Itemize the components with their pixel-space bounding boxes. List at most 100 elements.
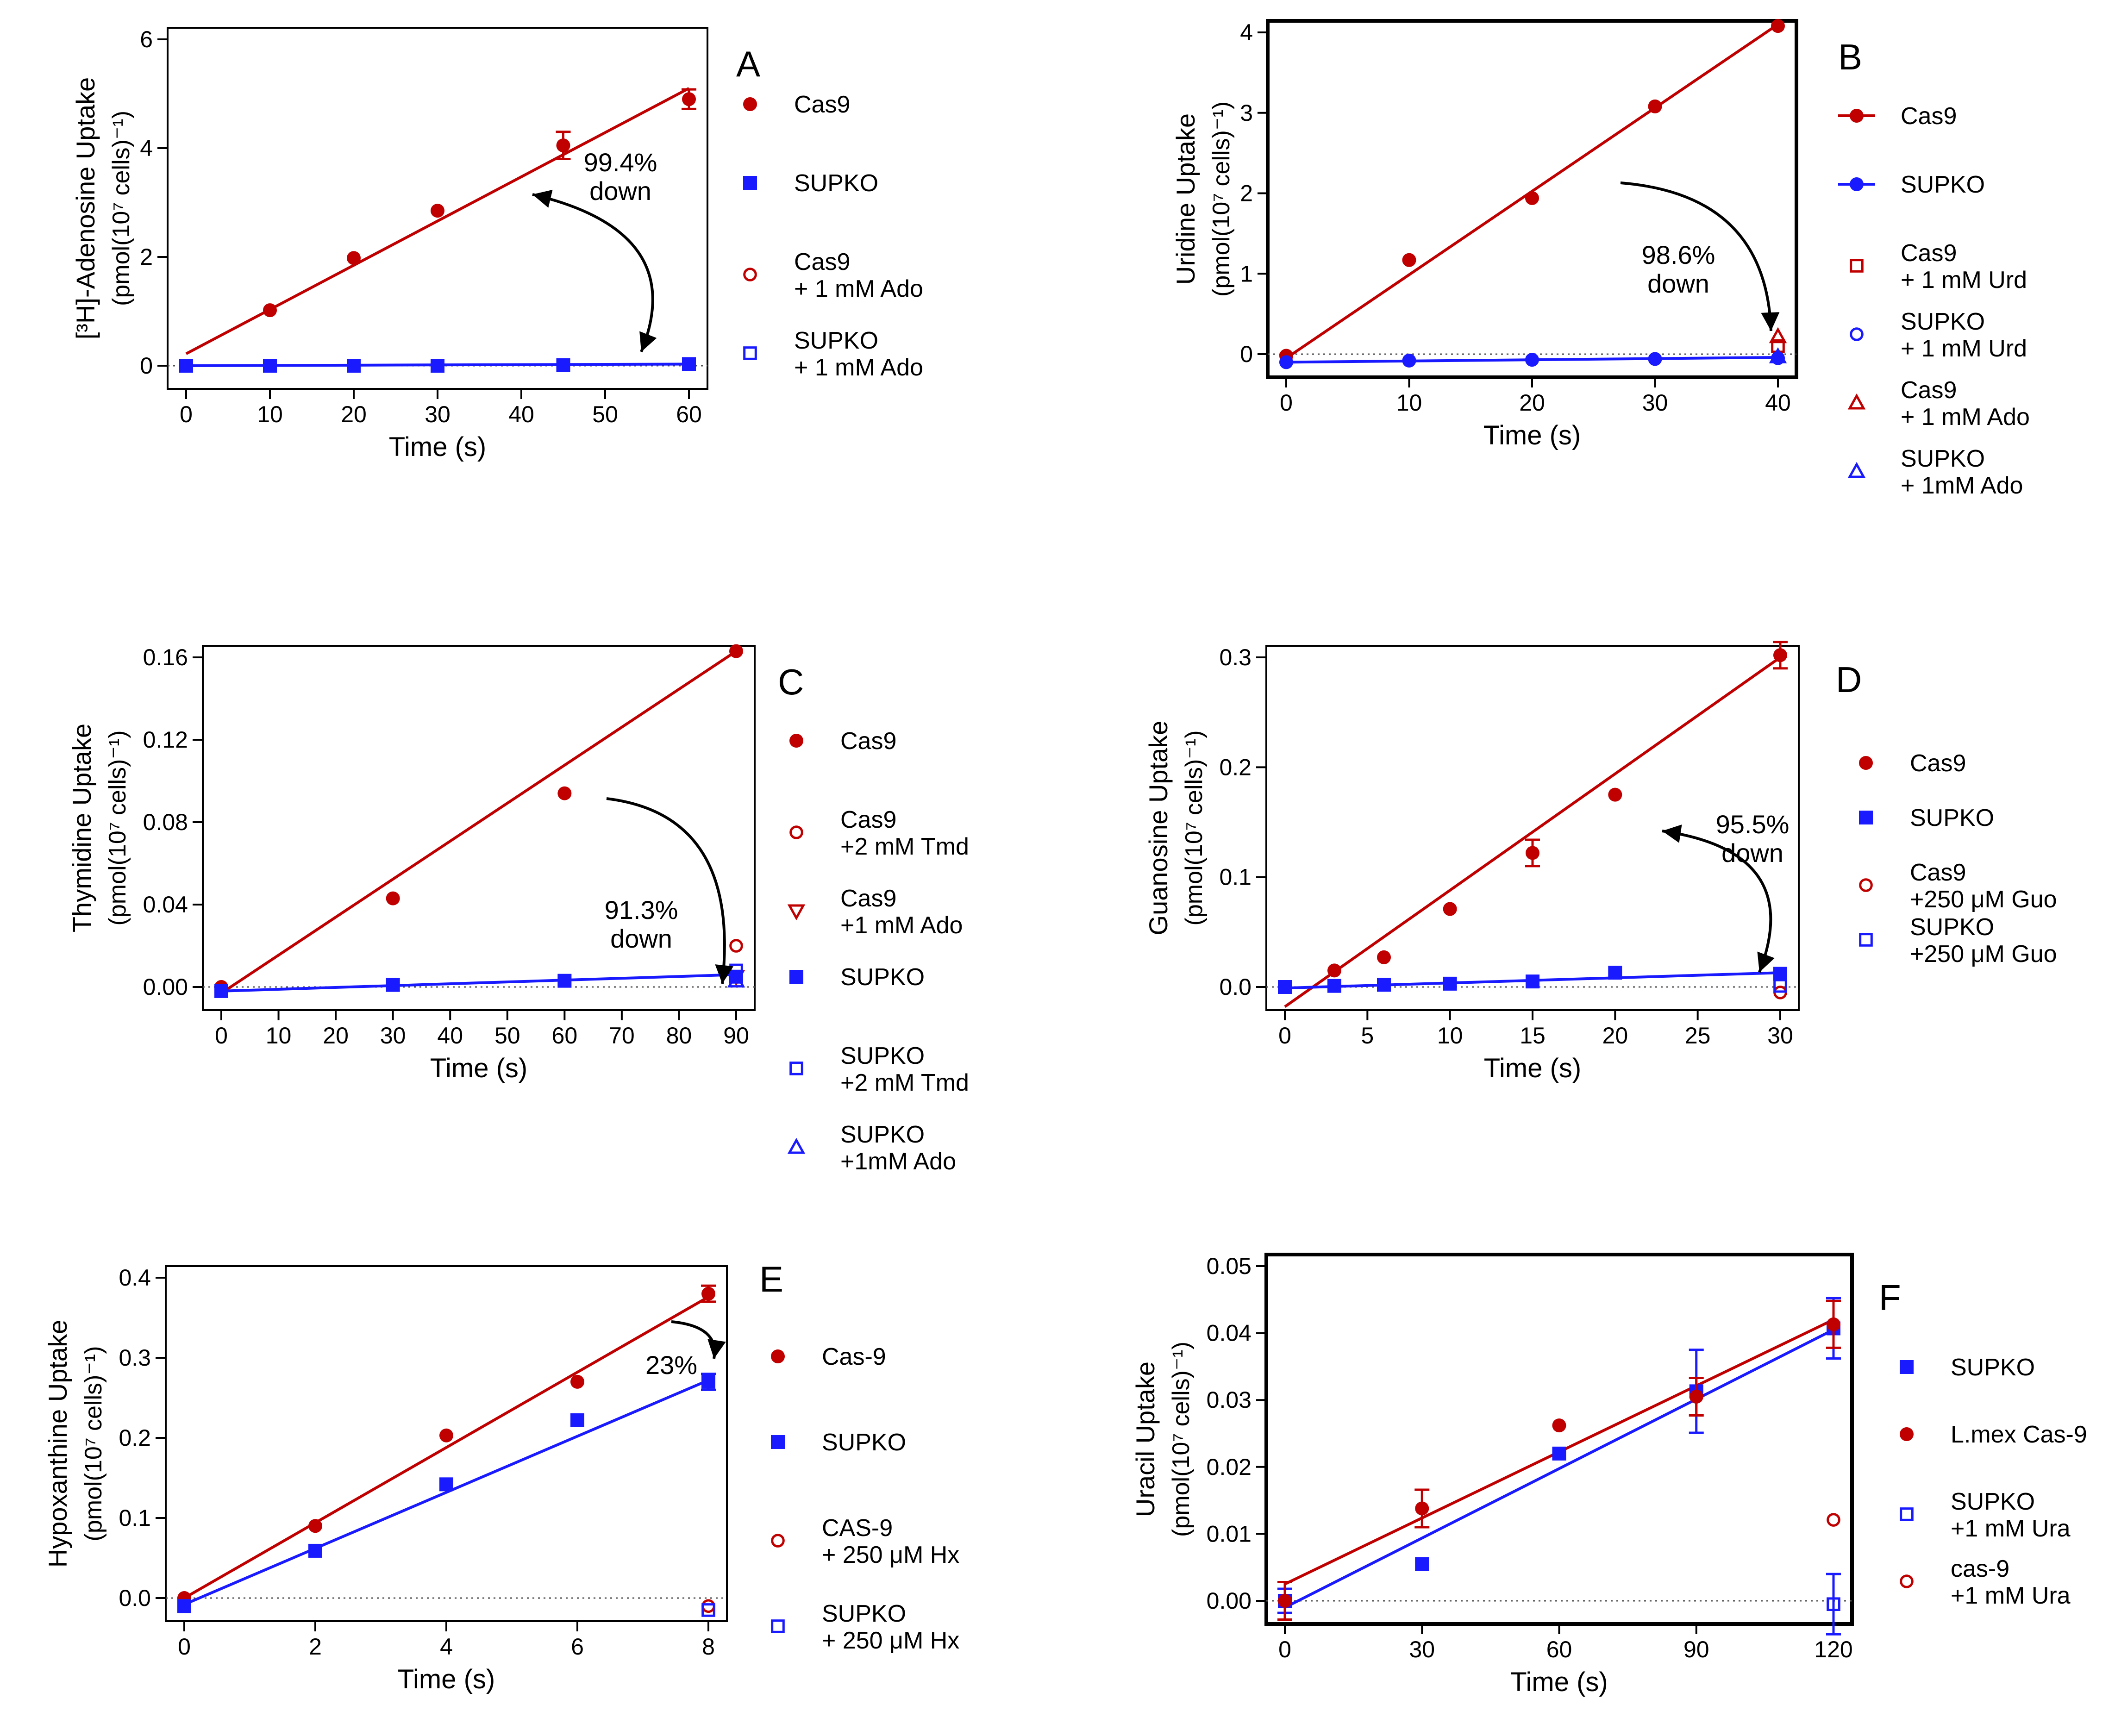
data-point bbox=[1648, 352, 1662, 366]
plot-frame bbox=[165, 1265, 728, 1622]
data-point bbox=[1608, 966, 1622, 980]
data-point bbox=[1769, 327, 1787, 343]
data-point bbox=[682, 357, 696, 371]
data-point bbox=[1402, 253, 1416, 267]
legend-label: + 1mM Ado bbox=[1901, 472, 2023, 499]
data-point bbox=[570, 1374, 584, 1389]
x-tick-label: 0 bbox=[1278, 1636, 1291, 1662]
data-point bbox=[1827, 1317, 1840, 1331]
legend-label: SUPKO bbox=[1901, 171, 1985, 198]
data-point bbox=[1552, 1418, 1566, 1433]
fit-line bbox=[183, 1295, 709, 1599]
fit-line bbox=[221, 973, 737, 993]
x-tick-label: 80 bbox=[666, 1023, 692, 1049]
annotation-arrow bbox=[532, 193, 654, 353]
x-tick-label: 20 bbox=[323, 1023, 349, 1049]
data-point bbox=[1443, 902, 1457, 916]
chart-panel-f: 0 30 60 90 120 0.00 0.01 0.02 0.03 0.04 0.05 Time (… bbox=[1131, 1253, 2087, 1697]
y-tick-label: 0.04 bbox=[1207, 1320, 1251, 1346]
x-tick-label: 6 bbox=[571, 1634, 584, 1660]
y-tick-label: 4 bbox=[140, 135, 153, 161]
data-point bbox=[1773, 979, 1787, 993]
data-point bbox=[1526, 974, 1539, 989]
y-tick-label: 0.0 bbox=[1219, 974, 1251, 1000]
y-tick-label: 4 bbox=[1240, 19, 1253, 45]
legend-marker bbox=[743, 97, 757, 111]
y-tick-label: 0.05 bbox=[1207, 1253, 1251, 1279]
legend-marker bbox=[1850, 327, 1864, 341]
data-point bbox=[179, 359, 193, 373]
legend-marker bbox=[787, 1137, 806, 1154]
legend-label: CAS-9 bbox=[822, 1515, 893, 1542]
data-point bbox=[263, 303, 277, 318]
legend-marker bbox=[771, 1349, 785, 1363]
data-point bbox=[1279, 355, 1293, 369]
y-tick-label: 1 bbox=[1240, 261, 1253, 287]
legend-label: Cas9 bbox=[1910, 750, 1966, 777]
data-point bbox=[1608, 787, 1622, 802]
legend-label: +1 mM Ura bbox=[1951, 1515, 2071, 1542]
data-point bbox=[1443, 976, 1457, 991]
annotation-text: 95.5% bbox=[1716, 810, 1790, 839]
x-tick-label: 2 bbox=[309, 1634, 322, 1660]
data-point bbox=[1648, 99, 1662, 113]
x-tick-label: 90 bbox=[1683, 1636, 1709, 1662]
data-point bbox=[556, 358, 570, 372]
legend-marker bbox=[771, 1619, 785, 1633]
y-tick-label: 0.03 bbox=[1207, 1387, 1251, 1413]
data-point bbox=[1327, 963, 1341, 978]
x-axis-label: Time (s) bbox=[1484, 1053, 1581, 1083]
x-tick-label: 15 bbox=[1520, 1023, 1546, 1049]
legend-label: cas-9 bbox=[1951, 1555, 2009, 1582]
x-tick-label: 60 bbox=[552, 1023, 578, 1049]
x-tick-label: 0 bbox=[178, 1634, 191, 1660]
x-tick-label: 120 bbox=[1814, 1636, 1852, 1662]
data-point bbox=[1278, 1594, 1292, 1608]
y-tick-label: 0.01 bbox=[1207, 1521, 1251, 1547]
y-tick-label: 6 bbox=[140, 26, 153, 52]
y-tick-label: 0.2 bbox=[119, 1425, 151, 1451]
y-axis-label-units: (pmol(10⁷ cells)⁻¹) bbox=[1168, 1342, 1195, 1537]
y-tick-label: 3 bbox=[1240, 100, 1253, 126]
legend-marker bbox=[787, 904, 806, 921]
x-axis-label: Time (s) bbox=[1483, 420, 1581, 450]
legend-label: Cas9 bbox=[794, 249, 850, 275]
y-tick-label: 0.3 bbox=[1219, 644, 1251, 670]
x-tick-label: 10 bbox=[257, 401, 283, 427]
legend-marker bbox=[789, 734, 803, 748]
panel-label: A bbox=[736, 44, 760, 84]
data-point bbox=[701, 1374, 715, 1389]
arrow-head bbox=[715, 964, 734, 984]
legend-marker bbox=[1900, 1427, 1914, 1441]
y-tick-label: 0.00 bbox=[1207, 1588, 1251, 1614]
annotation-text: down bbox=[610, 924, 672, 953]
data-point bbox=[347, 251, 361, 265]
x-axis-label: Time (s) bbox=[430, 1053, 527, 1083]
legend-label: Cas9 bbox=[1901, 103, 1957, 130]
x-tick-label: 0 bbox=[1280, 390, 1293, 416]
legend-label: SUPKO bbox=[1901, 445, 1985, 472]
x-tick-label: 60 bbox=[676, 401, 702, 427]
x-tick-label: 40 bbox=[508, 401, 534, 427]
panel-label: C bbox=[778, 662, 804, 702]
x-tick-label: 50 bbox=[592, 401, 618, 427]
data-point bbox=[1827, 1597, 1840, 1611]
legend-label: Cas9 bbox=[794, 91, 850, 118]
annotation-text: 91.3% bbox=[605, 895, 678, 924]
data-point bbox=[1415, 1501, 1429, 1516]
x-tick-label: 40 bbox=[437, 1023, 463, 1049]
data-point bbox=[386, 978, 400, 992]
data-point bbox=[701, 1286, 715, 1301]
x-tick-label: 30 bbox=[1409, 1636, 1435, 1662]
legend-label: SUPKO bbox=[1901, 308, 1985, 335]
x-tick-label: 0 bbox=[180, 401, 193, 427]
y-axis-label: Guanosine Uptake bbox=[1144, 721, 1173, 936]
data-point bbox=[556, 138, 570, 153]
y-axis-label: Uridine Uptake bbox=[1171, 113, 1200, 285]
y-axis-label: Thymidine Uptake bbox=[67, 724, 96, 932]
legend-marker bbox=[771, 1534, 785, 1548]
data-point bbox=[177, 1599, 191, 1613]
x-tick-label: 20 bbox=[1519, 390, 1545, 416]
legend-label: SUPKO bbox=[794, 170, 878, 197]
legend-label: SUPKO bbox=[840, 964, 925, 991]
